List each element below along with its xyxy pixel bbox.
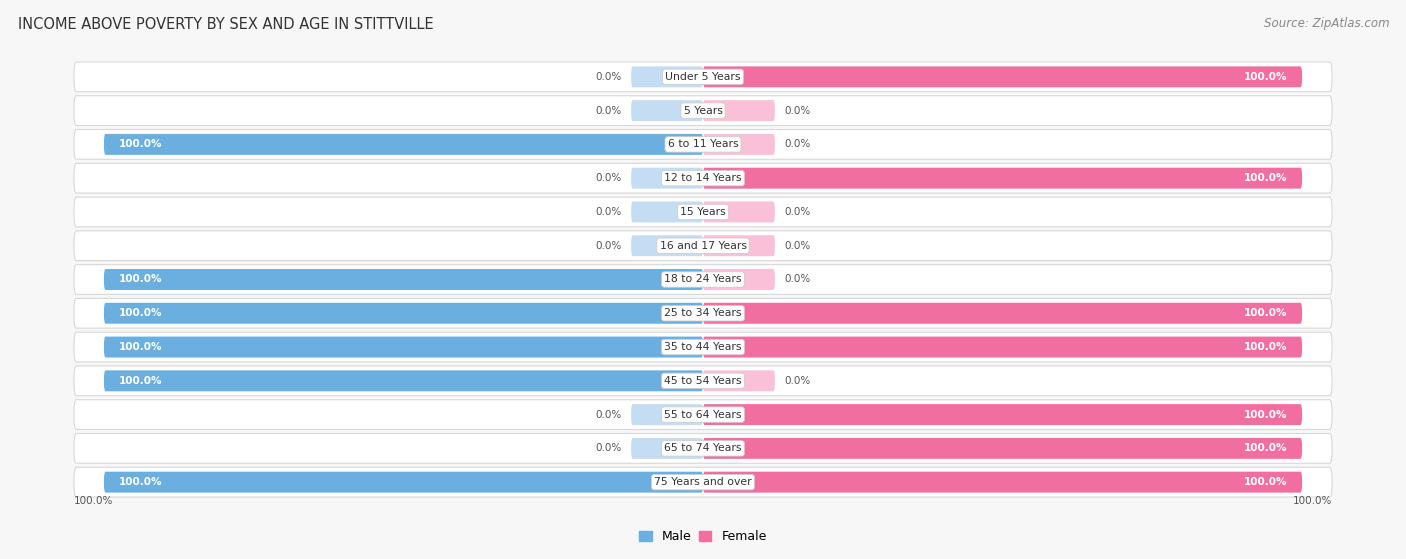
Text: 0.0%: 0.0% [785,207,810,217]
Text: 0.0%: 0.0% [596,106,621,116]
FancyBboxPatch shape [75,231,1331,260]
Text: 100.0%: 100.0% [120,477,163,487]
Text: 25 to 34 Years: 25 to 34 Years [664,308,742,318]
FancyBboxPatch shape [703,269,775,290]
Text: 5 Years: 5 Years [683,106,723,116]
Text: 0.0%: 0.0% [596,72,621,82]
Text: 100.0%: 100.0% [1243,342,1286,352]
FancyBboxPatch shape [104,269,703,290]
Text: 100.0%: 100.0% [120,139,163,149]
FancyBboxPatch shape [631,404,703,425]
Text: 15 Years: 15 Years [681,207,725,217]
Text: 18 to 24 Years: 18 to 24 Years [664,274,742,285]
FancyBboxPatch shape [631,201,703,222]
FancyBboxPatch shape [631,67,703,87]
Text: 100.0%: 100.0% [1243,443,1286,453]
Text: 100.0%: 100.0% [1243,173,1286,183]
Text: 100.0%: 100.0% [120,342,163,352]
Text: 0.0%: 0.0% [785,241,810,251]
Text: 45 to 54 Years: 45 to 54 Years [664,376,742,386]
FancyBboxPatch shape [703,303,1302,324]
Text: 16 and 17 Years: 16 and 17 Years [659,241,747,251]
FancyBboxPatch shape [703,134,775,155]
Text: 100.0%: 100.0% [1292,496,1331,506]
FancyBboxPatch shape [703,337,1302,358]
FancyBboxPatch shape [75,332,1331,362]
FancyBboxPatch shape [104,371,703,391]
FancyBboxPatch shape [75,62,1331,92]
Text: 75 Years and over: 75 Years and over [654,477,752,487]
Text: 0.0%: 0.0% [596,410,621,420]
FancyBboxPatch shape [104,303,703,324]
Text: 100.0%: 100.0% [120,308,163,318]
FancyBboxPatch shape [631,100,703,121]
FancyBboxPatch shape [75,467,1331,497]
Text: 35 to 44 Years: 35 to 44 Years [664,342,742,352]
FancyBboxPatch shape [703,371,775,391]
FancyBboxPatch shape [75,400,1331,429]
FancyBboxPatch shape [104,472,703,492]
Text: 100.0%: 100.0% [75,496,114,506]
Text: 65 to 74 Years: 65 to 74 Years [664,443,742,453]
Text: Under 5 Years: Under 5 Years [665,72,741,82]
Text: 0.0%: 0.0% [785,274,810,285]
Text: 100.0%: 100.0% [120,376,163,386]
FancyBboxPatch shape [75,197,1331,227]
Text: 0.0%: 0.0% [785,376,810,386]
FancyBboxPatch shape [631,235,703,256]
Text: 0.0%: 0.0% [596,241,621,251]
Text: Source: ZipAtlas.com: Source: ZipAtlas.com [1264,17,1389,30]
FancyBboxPatch shape [75,434,1331,463]
FancyBboxPatch shape [104,337,703,358]
FancyBboxPatch shape [631,438,703,459]
Text: INCOME ABOVE POVERTY BY SEX AND AGE IN STITTVILLE: INCOME ABOVE POVERTY BY SEX AND AGE IN S… [18,17,434,32]
Text: 100.0%: 100.0% [1243,410,1286,420]
FancyBboxPatch shape [631,168,703,188]
FancyBboxPatch shape [703,100,775,121]
FancyBboxPatch shape [703,472,1302,492]
FancyBboxPatch shape [703,201,775,222]
Text: 0.0%: 0.0% [596,443,621,453]
Text: 100.0%: 100.0% [120,274,163,285]
FancyBboxPatch shape [703,404,1302,425]
FancyBboxPatch shape [75,264,1331,295]
FancyBboxPatch shape [75,366,1331,396]
Text: 0.0%: 0.0% [785,139,810,149]
FancyBboxPatch shape [703,168,1302,188]
FancyBboxPatch shape [703,438,1302,459]
FancyBboxPatch shape [703,235,775,256]
Text: 0.0%: 0.0% [785,106,810,116]
FancyBboxPatch shape [75,299,1331,328]
FancyBboxPatch shape [75,163,1331,193]
Text: 100.0%: 100.0% [1243,72,1286,82]
Text: 0.0%: 0.0% [596,173,621,183]
Text: 100.0%: 100.0% [1243,477,1286,487]
Text: 0.0%: 0.0% [596,207,621,217]
Legend: Male, Female: Male, Female [634,525,772,548]
FancyBboxPatch shape [75,96,1331,125]
Text: 6 to 11 Years: 6 to 11 Years [668,139,738,149]
Text: 12 to 14 Years: 12 to 14 Years [664,173,742,183]
Text: 100.0%: 100.0% [1243,308,1286,318]
FancyBboxPatch shape [75,130,1331,159]
FancyBboxPatch shape [703,67,1302,87]
FancyBboxPatch shape [104,134,703,155]
Text: 55 to 64 Years: 55 to 64 Years [664,410,742,420]
